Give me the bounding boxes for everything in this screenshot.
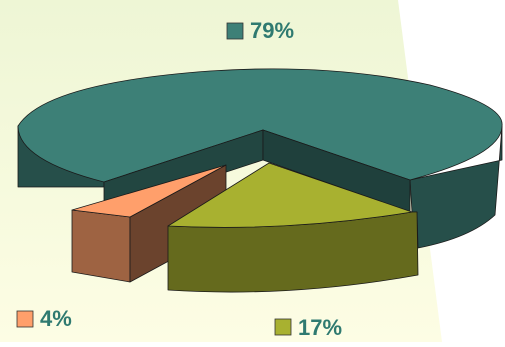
slice-4-top <box>71 164 227 218</box>
label-4: 4% <box>16 306 72 331</box>
label-79-text: 79% <box>250 18 294 43</box>
label-17: 17% <box>274 315 342 340</box>
slice-79-top <box>17 68 503 183</box>
label-17-swatch <box>274 318 292 336</box>
label-79-swatch <box>226 22 244 40</box>
slice-17 <box>167 162 419 293</box>
slice-79 <box>17 68 503 249</box>
slice-17-top <box>167 162 413 228</box>
label-4-swatch <box>16 310 34 328</box>
label-4-text: 4% <box>40 306 72 331</box>
slice-4-front <box>71 209 131 283</box>
label-79: 79% <box>226 18 294 43</box>
slice-79-right-side <box>409 125 503 249</box>
label-17-text: 17% <box>298 315 342 340</box>
